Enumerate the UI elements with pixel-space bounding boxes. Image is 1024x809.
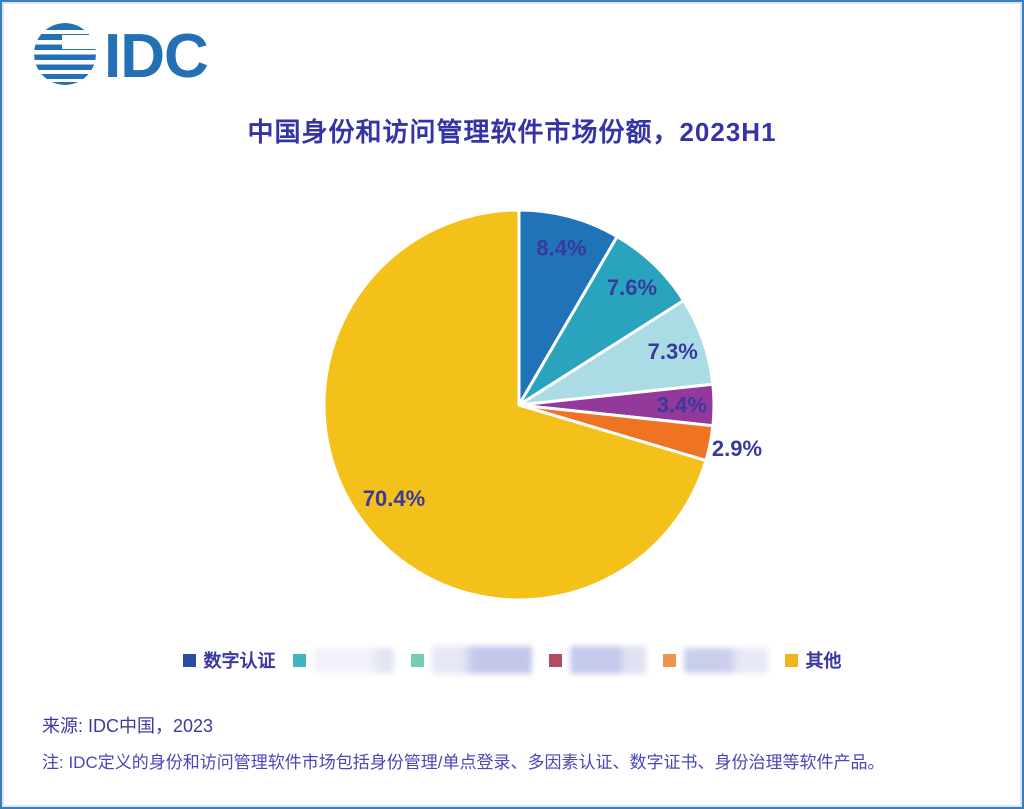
legend-label-redacted (431, 646, 532, 674)
legend-swatch-icon (784, 653, 798, 667)
legend-item-redacted-3 (410, 646, 532, 674)
legend-item-redacted-2 (292, 647, 394, 673)
chart-legend: 数字认证 其他 (2, 646, 1022, 674)
legend-swatch-icon (662, 653, 676, 667)
legend-swatch-icon (292, 653, 306, 667)
pie-slice-label: 8.4% (536, 235, 586, 260)
legend-item-数字认证: 数字认证 (182, 647, 276, 673)
source-note: 来源: IDC中国，2023 (42, 716, 214, 736)
pie-slice-label: 70.4% (363, 486, 425, 511)
legend-label-redacted (569, 646, 646, 674)
chart-title: 中国身份和访问管理软件市场份额，2023H1 (247, 117, 777, 147)
legend-label: 其他 (805, 651, 842, 671)
pie-slice-7.6% (517, 235, 686, 407)
legend-item-redacted-4 (548, 646, 646, 674)
legend-swatch-icon (548, 653, 562, 667)
legend-swatch-icon (182, 653, 196, 667)
definition-note: 注: IDC定义的身份和访问管理软件市场包括身份管理/单点登录、多因素认证、数字… (42, 753, 885, 772)
legend-label-redacted (313, 647, 394, 673)
idc-logo: IDC (34, 22, 209, 90)
idc-globe-icon (34, 23, 96, 85)
pie-slice-70.4% (322, 208, 708, 602)
pie-slice-label: 2.9% (712, 436, 762, 461)
legend-label-redacted (683, 647, 768, 673)
legend-item-redacted-5 (662, 647, 768, 673)
pie-slice-label: 3.4% (657, 393, 707, 418)
pie-slice-label: 7.6% (607, 275, 657, 300)
pie-slice-label: 7.3% (648, 339, 698, 364)
idc-logo-text: IDC (104, 22, 208, 90)
legend-swatch-icon (410, 653, 424, 667)
legend-item-其他: 其他 (784, 647, 842, 673)
pie-slice-8.4% (517, 208, 619, 407)
legend-label: 数字认证 (203, 651, 276, 671)
